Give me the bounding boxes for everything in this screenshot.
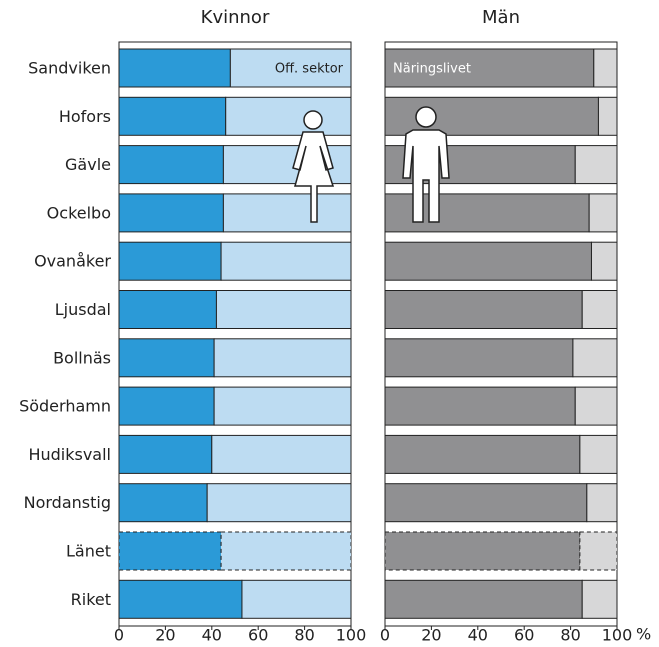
bar-segment	[574, 386, 618, 426]
bar-segment	[572, 338, 618, 378]
category-label: Nordanstig	[24, 493, 111, 512]
bar-segment	[118, 193, 224, 233]
bar-segment	[593, 48, 618, 88]
bar-segment	[229, 48, 352, 88]
bar-segment	[384, 386, 576, 426]
bar-segment	[213, 338, 352, 378]
x-tick-label: 0	[114, 626, 124, 645]
x-tick-label: 100	[336, 626, 367, 645]
x-tick-label: 60	[248, 626, 268, 645]
x-tick-label: 40	[468, 626, 488, 645]
category-label: Bollnäs	[53, 348, 111, 367]
bar-segment	[384, 579, 583, 619]
bar-segment	[118, 48, 231, 88]
bar-segment	[118, 483, 208, 523]
legend-label: Off. sektor	[275, 62, 344, 77]
bar-segment	[586, 483, 618, 523]
bar-segment	[384, 338, 574, 378]
man-icon	[402, 129, 450, 223]
bar-segment	[579, 434, 618, 474]
bar-segment	[220, 531, 352, 571]
category-label: Länet	[66, 542, 111, 561]
category-label: Söderhamn	[19, 397, 111, 416]
bar-segment	[241, 579, 352, 619]
bar-segment	[215, 290, 352, 329]
category-label: Ovanåker	[34, 252, 111, 271]
category-label: Ljusdal	[55, 300, 111, 319]
x-tick-label: 20	[421, 626, 441, 645]
bar-segment	[574, 145, 618, 185]
category-label: Riket	[71, 590, 111, 609]
category-label: Hofors	[59, 107, 111, 126]
legend-label: Näringslivet	[393, 62, 471, 77]
bar-segment	[118, 434, 213, 474]
bar-segment	[581, 290, 618, 329]
bar-segment	[118, 96, 227, 136]
woman-icon	[292, 131, 335, 223]
bar-segment	[118, 579, 243, 619]
x-tick-label: 80	[294, 626, 314, 645]
panel-frame	[384, 41, 618, 627]
bar-segment	[581, 579, 618, 619]
bar-segment	[206, 483, 352, 523]
bar-segment	[225, 96, 352, 136]
bar-segment	[590, 241, 618, 281]
bar-segment	[118, 386, 215, 426]
bar-segment	[118, 338, 215, 378]
x-tick-label: 80	[560, 626, 580, 645]
bar-segment	[384, 241, 592, 281]
category-label: Hudiksvall	[28, 445, 111, 464]
x-axis-label: %	[636, 625, 651, 644]
category-label: Gävle	[65, 155, 111, 174]
x-tick-label: 100	[602, 626, 633, 645]
category-label: Ockelbo	[47, 203, 111, 222]
bar-segment	[220, 241, 352, 281]
bar-segment	[222, 193, 352, 233]
bar-segment	[213, 386, 352, 426]
woman-head	[303, 110, 323, 130]
bars: Off. sektor Näringslivet	[118, 41, 618, 630]
man-head	[415, 106, 437, 128]
panel-title: Män	[482, 7, 520, 28]
bar-segment	[211, 434, 352, 474]
bar-segment	[384, 434, 581, 474]
bar-segment	[118, 531, 222, 571]
x-tick-label: 60	[514, 626, 534, 645]
bar-segment	[384, 483, 588, 523]
bar-segment	[588, 193, 618, 233]
category-label: Sandviken	[28, 59, 111, 78]
panel-frame	[118, 41, 352, 627]
x-tick-label: 20	[155, 626, 175, 645]
bar-segment	[384, 531, 581, 571]
bar-segment	[118, 145, 224, 185]
bar-segment	[579, 531, 618, 571]
bar-segment	[118, 241, 222, 281]
bar-segment	[118, 290, 217, 329]
bar-segment	[597, 96, 618, 136]
icons	[292, 106, 450, 223]
x-tick-label: 40	[202, 626, 222, 645]
bar-segment	[384, 290, 583, 329]
x-tick-label: 0	[380, 626, 390, 645]
panel-title: Kvinnor	[201, 7, 270, 28]
bar-segment	[384, 48, 595, 88]
